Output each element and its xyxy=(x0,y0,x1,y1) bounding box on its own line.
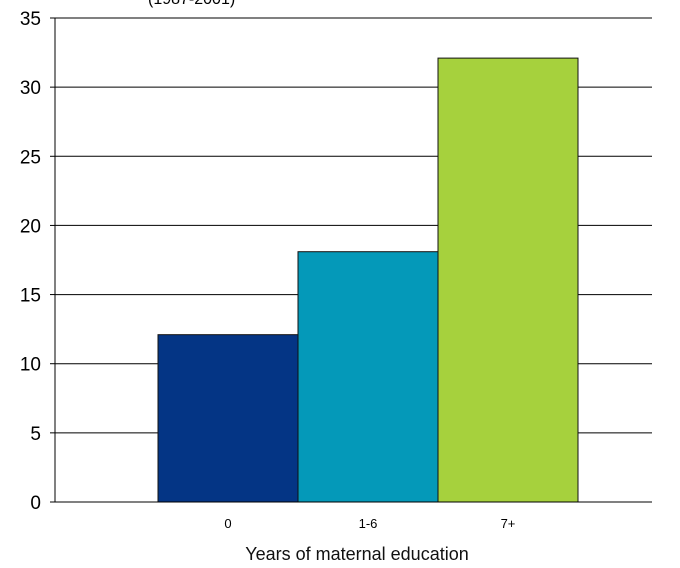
y-tick-label: 30 xyxy=(20,78,41,99)
bar-7+ xyxy=(437,57,579,503)
y-tick-label: 15 xyxy=(20,286,41,307)
y-tick-label: 25 xyxy=(20,147,41,168)
y-tick-label: 35 xyxy=(20,9,41,30)
y-tick-label: 0 xyxy=(30,493,41,514)
tick-labels: 0 5 10 15 20 25 30 35 0 1-6 7+ xyxy=(20,9,516,531)
x-tick-label: 0 xyxy=(224,516,231,531)
x-tick-label: 1-6 xyxy=(359,516,378,531)
x-tick-label: 7+ xyxy=(501,516,516,531)
x-axis-title: Years of maternal education xyxy=(245,544,468,564)
bar-0 xyxy=(157,334,299,503)
bar-1-6 xyxy=(297,251,439,503)
chart-title: (1987-2001) xyxy=(148,0,235,8)
y-tick-label: 5 xyxy=(30,424,41,445)
bars xyxy=(157,57,579,503)
y-tick-label: 10 xyxy=(20,355,41,376)
axes xyxy=(50,17,652,503)
y-tick-label: 20 xyxy=(20,216,41,237)
